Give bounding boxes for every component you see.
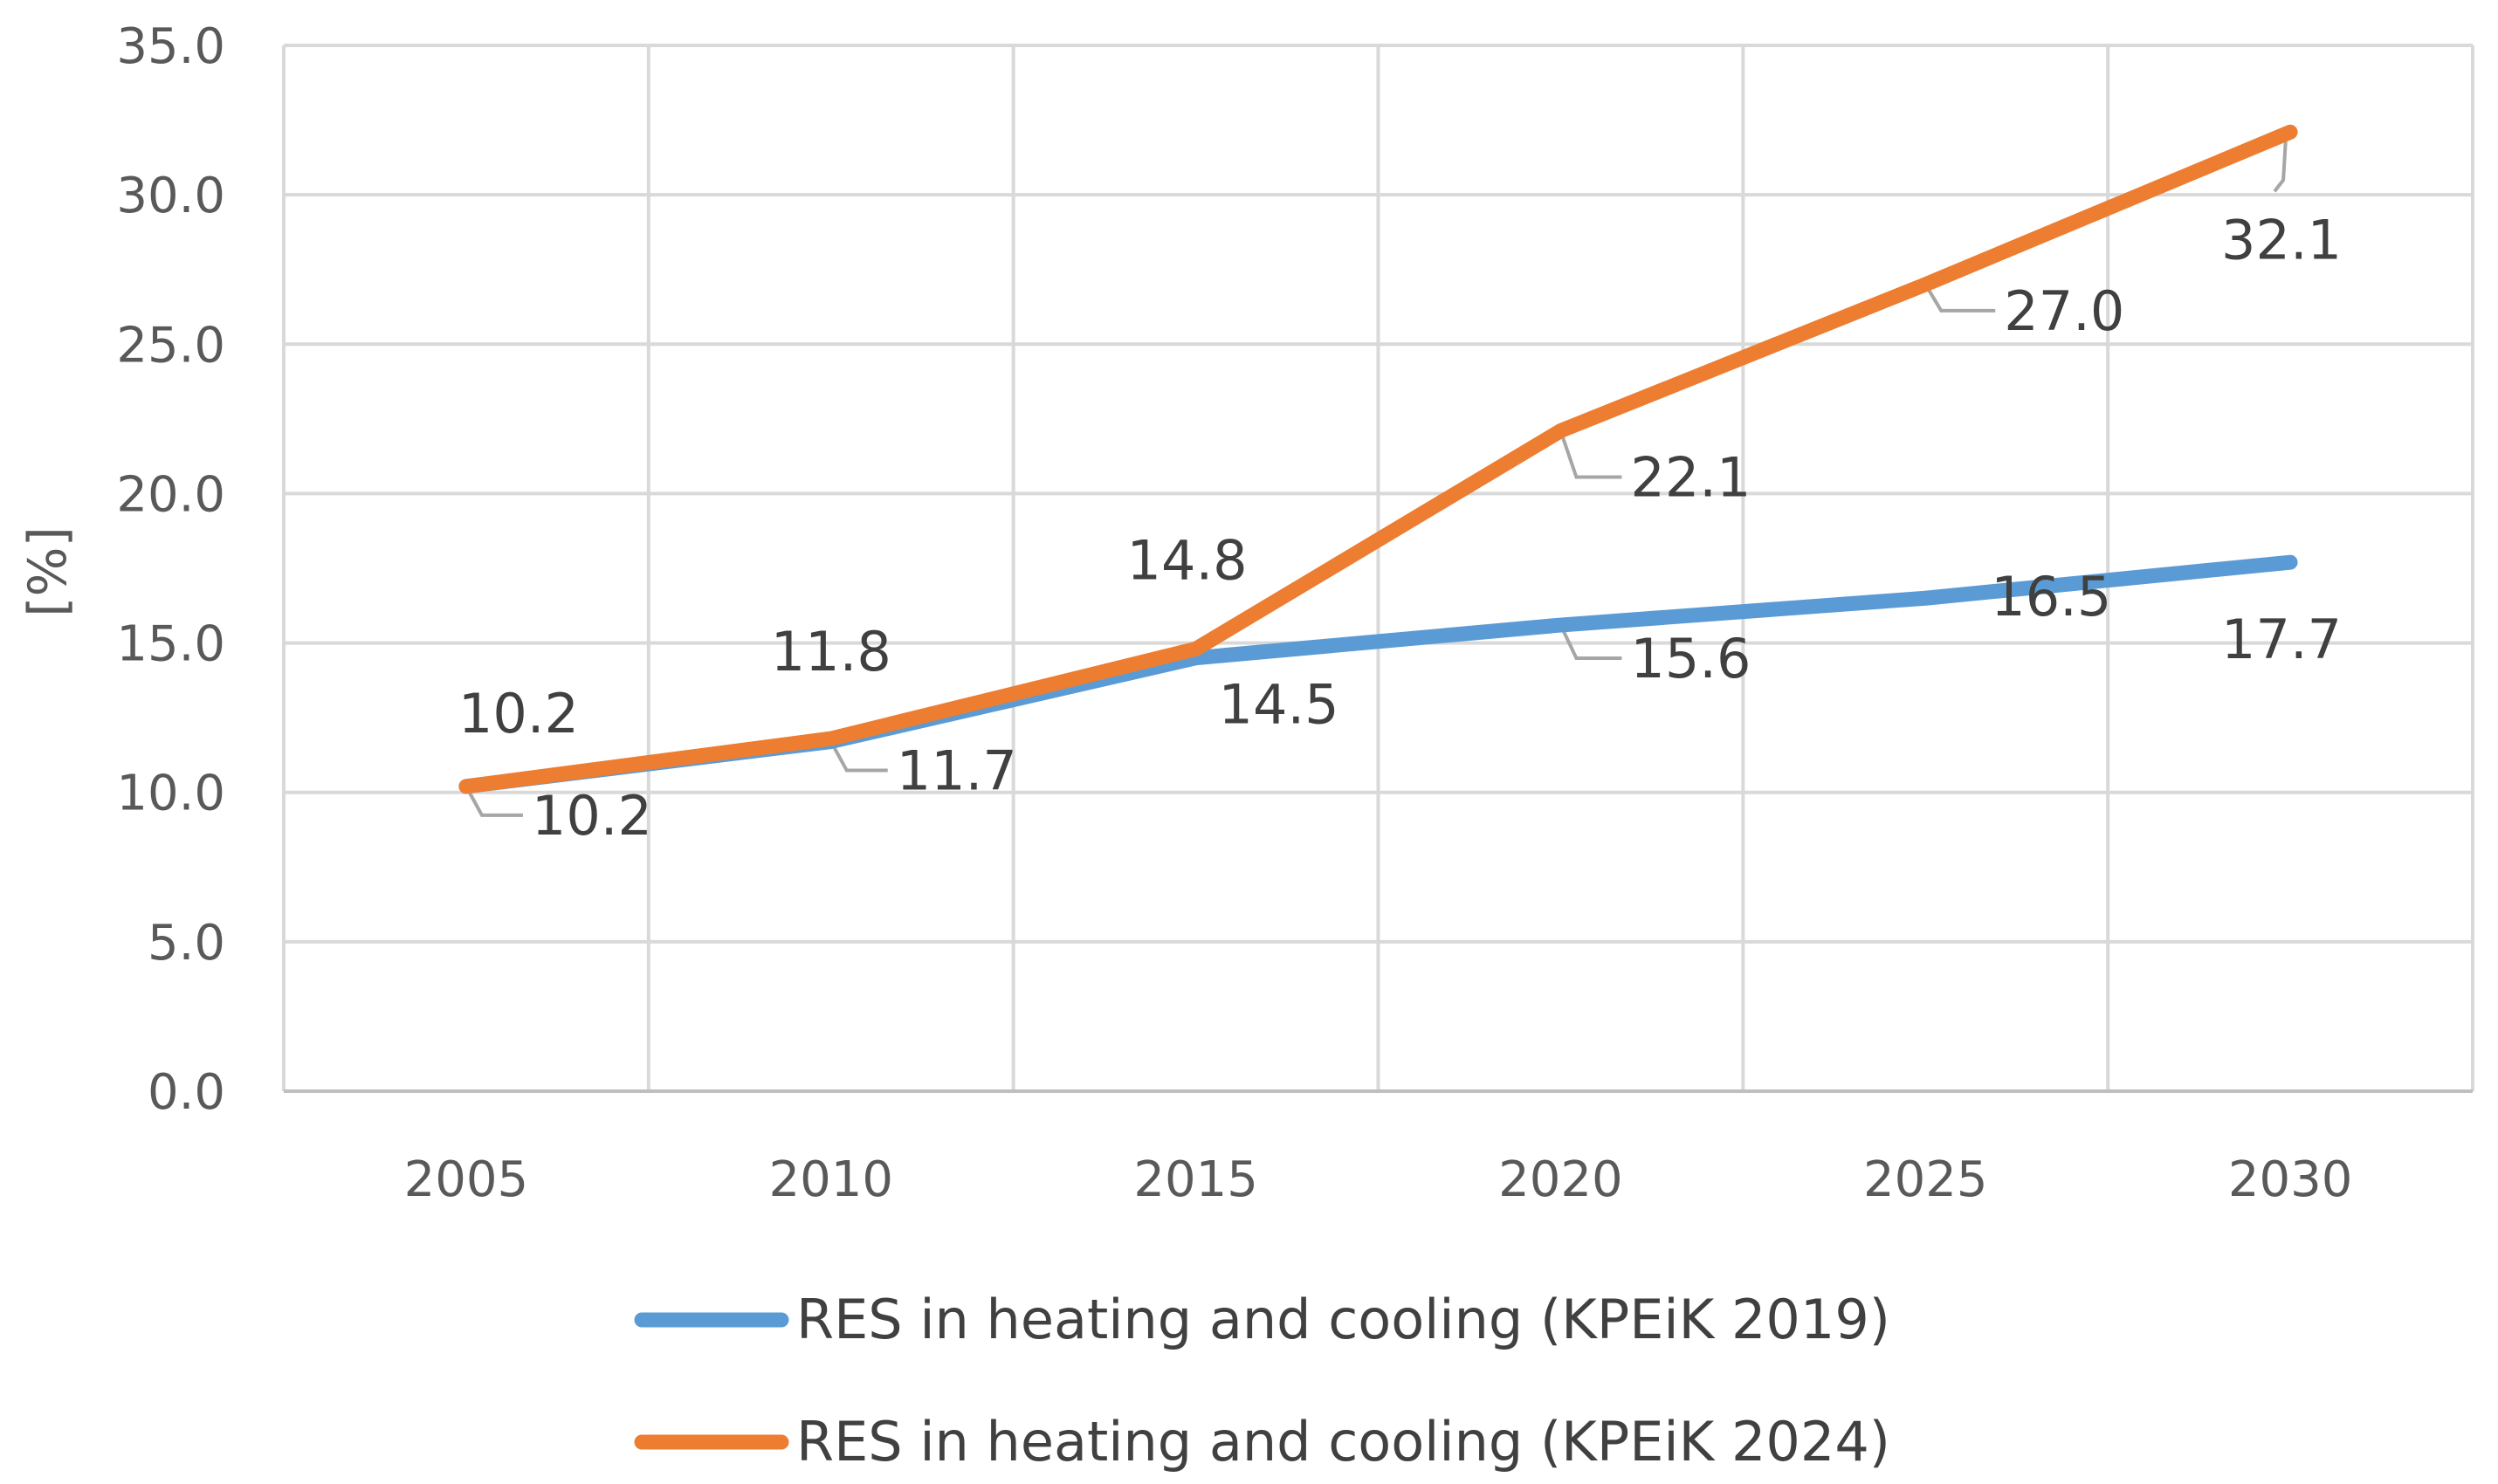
data-label-s1-2030: 32.1 [2221,208,2342,271]
gridlines [282,44,2474,1091]
y-tick-label: 10.0 [116,766,225,822]
data-label-s0-2020: 15.6 [1630,627,1751,690]
y-tick-label: 35.0 [116,18,225,75]
data-label-s0-2005: 10.2 [532,784,652,848]
data-labels: 10.2 11.7 14.5 15.6 16.5 17.7 10.2 11.8 14.8 22.1… [458,208,2342,848]
leader-line [1559,624,1622,661]
series-line-1 [458,124,2298,794]
leader-lines [465,136,2288,817]
leader-line [1923,283,1996,313]
x-tick-label: 2025 [1863,1151,1988,1208]
y-tick-label: 0.0 [148,1064,225,1121]
x-tick-label: 2005 [404,1151,529,1208]
legend-label-kpeik-2019: RES in heating and cooling (KPEiK 2019) [796,1288,1890,1351]
y-tick-label: 5.0 [148,915,225,972]
x-tick-label: 2010 [768,1151,893,1208]
data-label-s0-2015: 14.5 [1219,673,1339,737]
leader-line [465,785,523,817]
data-label-s1-2020: 22.1 [1630,446,1751,510]
x-tick-label: 2030 [2228,1151,2353,1208]
series-lines [458,124,2298,794]
y-axis-title: [%] [17,526,79,617]
x-tick-label: 2020 [1498,1151,1623,1208]
data-label-s1-2005: 10.2 [458,682,579,745]
leader-line [1559,429,1622,479]
y-tick-label: 25.0 [116,317,225,374]
legend-label-kpeik-2024: RES in heating and cooling (KPEiK 2024) [796,1410,1890,1474]
leader-line [2273,136,2288,193]
leader-line [829,740,888,773]
data-label-s1-2015: 14.8 [1127,528,1248,592]
legend-item-kpeik-2019[interactable]: RES in heating and cooling (KPEiK 2019) [634,1288,1890,1351]
data-label-s1-2010: 11.8 [771,620,891,684]
data-label-s1-2025: 27.0 [2004,279,2124,343]
x-tick-label: 2015 [1133,1151,1258,1208]
y-tick-label: 20.0 [116,466,225,523]
y-tick-label: 15.0 [116,616,225,673]
legend: RES in heating and cooling (KPEiK 2019) … [634,1288,1890,1474]
legend-item-kpeik-2024[interactable]: RES in heating and cooling (KPEiK 2024) [634,1410,1890,1474]
data-label-s0-2010: 11.7 [897,739,1017,803]
axes: 0.0 5.0 10.0 15.0 20.0 25.0 30.0 35.0 2005 2010 20… [116,18,2473,1208]
data-label-s0-2025: 16.5 [1991,565,2111,629]
y-tick-label: 30.0 [116,168,225,224]
data-label-s0-2030: 17.7 [2221,608,2342,671]
